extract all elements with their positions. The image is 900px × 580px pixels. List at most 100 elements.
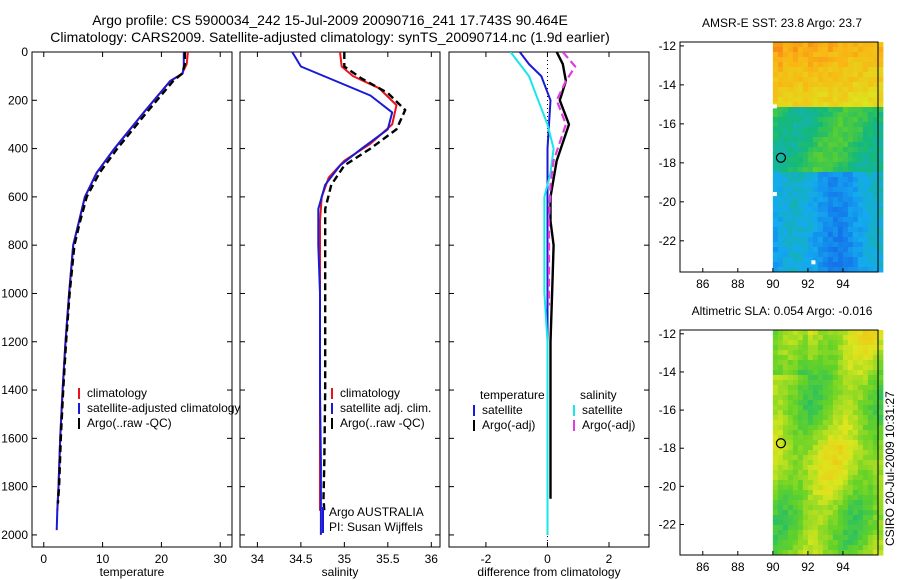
amsre_sst-cell — [852, 62, 859, 68]
altimetric_sla-cell — [787, 465, 794, 471]
altimetric_sla-cell — [777, 505, 784, 511]
amsre_sst-cell — [862, 207, 869, 213]
altimetric_sla-cell — [817, 425, 824, 431]
altimetric_sla-cell — [817, 475, 824, 481]
altimetric_sla-cell — [832, 490, 839, 496]
altimetric_sla-cell — [812, 345, 819, 351]
amsre_sst-cell — [777, 87, 784, 93]
amsre_sst-cell — [807, 112, 814, 118]
amsre_sst-cell — [782, 72, 789, 78]
amsre_sst-cell — [782, 197, 789, 203]
amsre_sst-cell — [797, 67, 804, 73]
temperature-xlabel: temperature — [100, 565, 165, 579]
amsre_sst-cell — [872, 197, 879, 203]
amsre_sst-cell — [847, 112, 854, 118]
amsre_sst-cell — [797, 167, 804, 173]
altimetric_sla-cell — [792, 475, 799, 481]
amsre_sst-cell — [867, 172, 874, 178]
altimetric_sla-cell — [817, 510, 824, 516]
amsre_sst-cell — [837, 167, 844, 173]
altimetric_sla-cell — [777, 385, 784, 391]
amsre_sst-cell — [782, 202, 789, 208]
altimetric_sla-cell — [862, 420, 869, 426]
amsre_sst-cell — [777, 82, 784, 88]
altimetric_sla-cell — [872, 445, 879, 451]
amsre_sst-cell — [817, 227, 824, 233]
amsre_sst-cell — [807, 262, 814, 268]
amsre_sst-cell — [837, 207, 844, 213]
amsre_sst-cell — [782, 52, 789, 58]
altimetric_sla-cell — [867, 455, 874, 461]
altimetric_sla-cell — [877, 540, 884, 546]
amsre_sst-ytick-label: -16 — [659, 117, 677, 131]
amsre_sst-cell — [827, 267, 834, 273]
amsre_sst-cell — [772, 67, 779, 73]
altimetric_sla-cell — [842, 385, 849, 391]
altimetric_sla-cell — [872, 515, 879, 521]
altimetric_sla-cell — [807, 505, 814, 511]
altimetric_sla-cell — [847, 550, 854, 556]
amsre_sst-cell — [837, 262, 844, 268]
altimetric_sla-cell — [837, 410, 844, 416]
altimetric_sla-cell — [817, 470, 824, 476]
altimetric_sla-cell — [812, 485, 819, 491]
amsre_sst-cell — [822, 87, 829, 93]
amsre_sst-cell — [812, 77, 819, 83]
amsre_sst-cell — [832, 47, 839, 53]
amsre_sst-cell — [772, 217, 779, 223]
amsre_sst-cell — [802, 182, 809, 188]
altimetric_sla-cell — [877, 345, 884, 351]
salinity-xtick-label: 35.5 — [376, 552, 400, 566]
amsre_sst-cell — [832, 237, 839, 243]
amsre_sst-cell — [792, 197, 799, 203]
altimetric_sla-cell — [787, 520, 794, 526]
amsre_sst-cell — [797, 77, 804, 83]
altimetric_sla-cell — [792, 495, 799, 501]
amsre_sst-cell — [867, 147, 874, 153]
amsre_sst-cell — [787, 232, 794, 238]
altimetric_sla-cell — [837, 335, 844, 341]
altimetric_sla-cell — [877, 505, 884, 511]
amsre_sst-cell — [772, 262, 779, 268]
altimetric_sla-cell — [812, 475, 819, 481]
altimetric_sla-cell — [867, 505, 874, 511]
amsre_sst-cell — [847, 187, 854, 193]
amsre_sst-cell — [802, 197, 809, 203]
altimetric_sla-cell — [837, 450, 844, 456]
amsre_sst-cell — [812, 107, 819, 113]
amsre_sst-cell — [792, 227, 799, 233]
altimetric_sla-cell — [822, 335, 829, 341]
amsre_sst-cell — [877, 262, 884, 268]
altimetric_sla-cell — [812, 530, 819, 536]
amsre_sst-cell — [857, 207, 864, 213]
amsre_sst-cell — [817, 172, 824, 178]
altimetric_sla-xtick-label: 88 — [731, 560, 745, 574]
amsre_sst-cell — [867, 252, 874, 258]
altimetric_sla-cell — [837, 430, 844, 436]
amsre_sst-cell — [852, 167, 859, 173]
amsre_sst-cell — [832, 187, 839, 193]
amsre_sst-cell — [852, 197, 859, 203]
altimetric_sla-cell — [772, 330, 779, 336]
altimetric_sla-cell — [837, 465, 844, 471]
altimetric_sla-cell — [832, 340, 839, 346]
altimetric_sla-cell — [787, 500, 794, 506]
amsre_sst-cell — [797, 247, 804, 253]
amsre_sst-cell — [782, 217, 789, 223]
amsre_sst-cell — [852, 87, 859, 93]
altimetric_sla-cell — [877, 400, 884, 406]
amsre_sst-cell — [772, 97, 779, 103]
altimetric_sla-cell — [847, 450, 854, 456]
altimetric_sla-cell — [787, 435, 794, 441]
amsre_sst-cell — [877, 237, 884, 243]
altimetric_sla-cell — [772, 530, 779, 536]
altimetric_sla-cell — [827, 520, 834, 526]
amsre_sst-cell — [842, 157, 849, 163]
altimetric_sla-cell — [847, 415, 854, 421]
amsre_sst-cell — [807, 177, 814, 183]
amsre_sst-cell — [792, 212, 799, 218]
amsre_sst-cell — [822, 52, 829, 58]
amsre_sst-cell — [857, 77, 864, 83]
altimetric_sla-cell — [842, 340, 849, 346]
altimetric_sla-cell — [782, 390, 789, 396]
